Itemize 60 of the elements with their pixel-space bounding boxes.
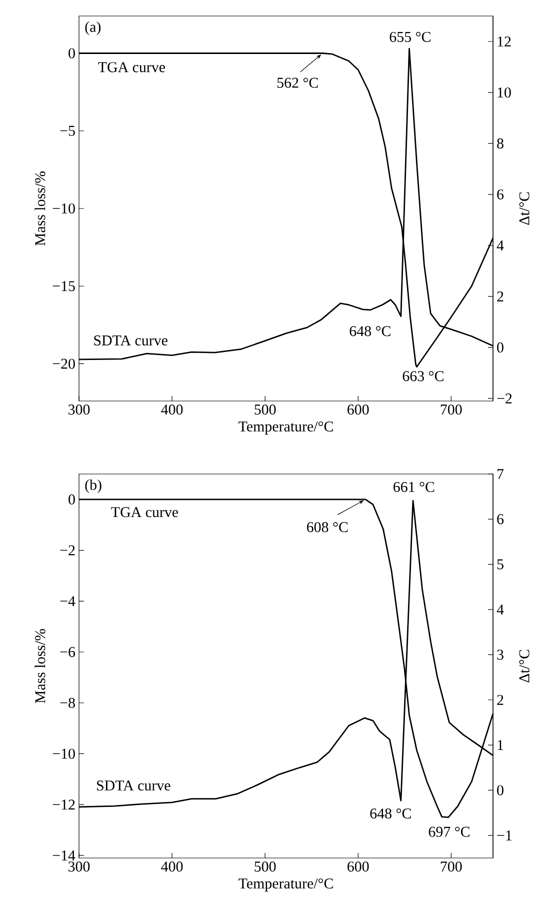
x-tick-label: 700: [440, 862, 462, 872]
y2-tick-label: 10: [498, 87, 511, 98]
x-axis-title: Temperature/°C: [238, 421, 333, 435]
x-tick-label: 500: [254, 862, 276, 872]
y2-tick-label: 1: [498, 740, 504, 750]
x-tick-label: 300: [68, 404, 90, 415]
x-tick-label: 400: [161, 862, 183, 872]
y-tick-label: −20: [52, 358, 75, 369]
annotation: 562 °C: [277, 78, 318, 88]
y-tick-label: 0: [68, 494, 75, 504]
annotation: 663 °C: [402, 371, 444, 382]
y-tick-label: −10: [52, 203, 75, 214]
series-label: TGA curve: [98, 62, 165, 72]
y2-tick-label: 7: [498, 469, 504, 479]
annotation: 661 °C: [394, 482, 434, 492]
y2-tick-label: 0: [497, 342, 504, 352]
y-axis-title: Mass loss/%: [34, 171, 46, 246]
y-tick-label: −5: [60, 126, 75, 136]
x-tick-label: 600: [348, 404, 369, 415]
y2-tick-label: −1: [497, 830, 512, 840]
y2-axis-title: Δt/°C: [519, 650, 530, 682]
y2-tick-label: 6: [497, 189, 504, 200]
y-tick-label: −10: [52, 748, 75, 759]
y-tick-label: −12: [52, 800, 75, 810]
y2-tick-label: 4: [496, 240, 504, 250]
y-tick-label: −6: [60, 646, 76, 658]
series-label: SDTA curve: [94, 335, 168, 346]
y2-tick-label: 3: [497, 650, 504, 660]
y-tick-label: −2: [60, 545, 75, 556]
series-label: TGA curve: [111, 507, 178, 518]
annotation: 648 °C: [350, 326, 390, 336]
y2-axis-title: Δt/°C: [519, 192, 530, 225]
y2-tick-label: −2: [497, 394, 512, 404]
y2-tick-label: 8: [497, 138, 504, 149]
x-tick-label: 300: [68, 862, 90, 872]
x-tick-label: 600: [348, 862, 369, 872]
y2-tick-label: 2: [497, 694, 504, 705]
chart-title: (a): [85, 21, 101, 35]
annotation: 697 °C: [428, 826, 470, 837]
y-axis-title: Mass loss/%: [34, 628, 46, 704]
x-tick-label: 500: [254, 404, 276, 415]
y2-tick-label: 4: [496, 604, 504, 614]
y2-tick-label: 5: [497, 559, 504, 570]
annotation: 648 °C: [370, 808, 411, 819]
y-tick-label: −4: [60, 596, 76, 606]
x-tick-label: 700: [440, 404, 462, 415]
y2-tick-label: 0: [497, 785, 504, 796]
series-label: SDTA curve: [97, 780, 170, 791]
annotation: 608 °C: [306, 522, 348, 532]
chart-title: (b): [85, 479, 102, 493]
y2-tick-label: 2: [497, 292, 504, 302]
y-tick-label: −14: [52, 850, 76, 860]
x-axis-title: Temperature/°C: [238, 878, 333, 892]
y-tick-label: −15: [52, 281, 75, 292]
y-tick-label: 0: [68, 48, 75, 58]
y2-tick-label: 12: [498, 36, 511, 46]
annotation: 655 °C: [390, 32, 430, 42]
y-tick-label: −8: [60, 698, 75, 708]
x-tick-label: 400: [161, 404, 183, 415]
y2-tick-label: 6: [497, 514, 504, 524]
